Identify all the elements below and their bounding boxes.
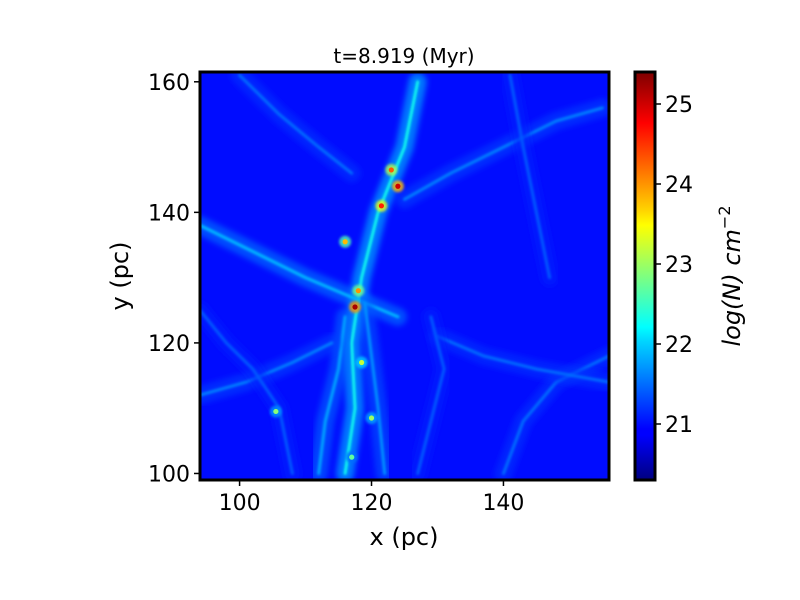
clump xyxy=(352,304,358,310)
plot-area xyxy=(200,72,609,480)
filament xyxy=(363,302,387,475)
clump xyxy=(342,239,348,245)
filament xyxy=(436,334,609,384)
clump xyxy=(388,167,394,173)
y-axis-label: y (pc) xyxy=(106,242,134,311)
colorbar-tick-label: 25 xyxy=(665,93,693,118)
colorbar-ticks: 21 22 23 24 25 xyxy=(655,93,693,438)
colorbar-tick-label: 24 xyxy=(665,173,693,198)
clump xyxy=(273,408,279,415)
filament xyxy=(200,308,294,475)
clump xyxy=(395,183,401,189)
clump-layer xyxy=(269,163,404,464)
colorbar-label-exponent: −2 xyxy=(715,205,734,229)
filament-layer xyxy=(200,72,609,480)
colorbar-tick-label: 21 xyxy=(665,413,693,438)
filament xyxy=(343,80,420,475)
x-axis-label: x (pc) xyxy=(370,523,439,551)
colorbar-tick-label: 23 xyxy=(665,253,693,278)
x-tick-label: 120 xyxy=(351,491,393,516)
filament xyxy=(508,73,552,280)
y-tick-label: 120 xyxy=(148,332,190,357)
filament xyxy=(238,73,354,175)
y-axis-ticks: 100 120 140 160 xyxy=(148,71,200,487)
clump xyxy=(368,415,375,421)
x-tick-label: 140 xyxy=(482,491,524,516)
colorbar-label: log(N) cm−2 xyxy=(715,205,746,346)
filament xyxy=(403,106,604,201)
x-tick-label: 100 xyxy=(219,491,261,516)
clump xyxy=(378,203,385,209)
y-tick-label: 140 xyxy=(148,201,190,226)
filament xyxy=(416,315,446,475)
clump xyxy=(349,454,355,460)
y-tick-label: 160 xyxy=(148,71,190,96)
colorbar-tick-label: 22 xyxy=(665,333,693,358)
clump xyxy=(359,359,365,366)
y-tick-label: 100 xyxy=(148,462,190,487)
plot-frame xyxy=(198,70,611,482)
clump xyxy=(355,288,361,294)
filament xyxy=(200,341,334,397)
colorbar xyxy=(633,70,657,482)
chart-title: t=8.919 (Myr) xyxy=(333,44,474,68)
filament xyxy=(317,315,347,475)
colorbar-label-base: log(N) cm xyxy=(718,229,746,346)
x-axis-ticks: 100 120 140 xyxy=(219,480,524,516)
